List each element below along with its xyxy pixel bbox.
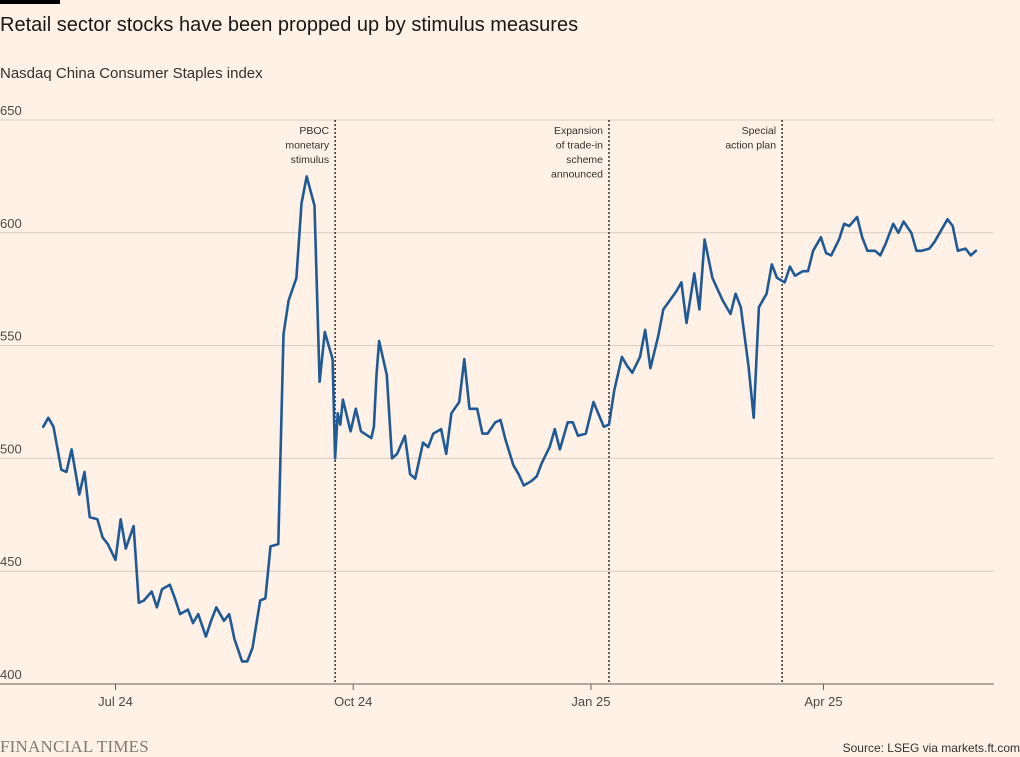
chart-title: Retail sector stocks have been propped u… bbox=[0, 14, 579, 36]
x-tick-label: Apr 25 bbox=[804, 694, 842, 709]
source-note: Source: LSEG via markets.ft.com bbox=[842, 741, 1020, 755]
y-tick-label: 400 bbox=[0, 667, 22, 682]
ft-logo: FINANCIAL TIMES bbox=[0, 737, 149, 756]
x-axis: Jul 24 Oct 24 Jan 25 Apr 25 bbox=[0, 683, 994, 709]
event-label: PBOC bbox=[299, 125, 329, 137]
x-tick-label: Oct 24 bbox=[334, 694, 372, 709]
event-label: stimulus bbox=[291, 154, 330, 166]
event-label: of trade-in bbox=[556, 140, 603, 152]
y-tick-label: 450 bbox=[0, 554, 22, 569]
gridlines: 400 450 500 550 600 650 bbox=[0, 103, 994, 682]
chart-subtitle: Nasdaq China Consumer Staples index bbox=[0, 65, 263, 82]
event-label: Special bbox=[742, 125, 776, 137]
series-layer bbox=[41, 175, 978, 663]
event-label: announced bbox=[551, 169, 603, 181]
y-tick-label: 500 bbox=[0, 441, 22, 456]
line-chart: 400 450 500 550 600 650 PBOC monetary stimulus E… bbox=[0, 103, 994, 709]
series-line bbox=[41, 175, 978, 663]
event-label: scheme bbox=[566, 154, 603, 166]
x-tick-label: Jul 24 bbox=[98, 694, 133, 709]
x-tick-label: Jan 25 bbox=[571, 694, 610, 709]
event-label: monetary bbox=[285, 140, 330, 152]
y-tick-label: 650 bbox=[0, 103, 22, 118]
event-label: Expansion bbox=[554, 125, 603, 137]
y-tick-label: 600 bbox=[0, 216, 22, 231]
y-tick-label: 550 bbox=[0, 329, 22, 344]
annotations: PBOC monetary stimulus Expansion of trade-in… bbox=[285, 120, 783, 684]
brand-bar bbox=[0, 0, 60, 4]
event-label: action plan bbox=[725, 140, 776, 152]
